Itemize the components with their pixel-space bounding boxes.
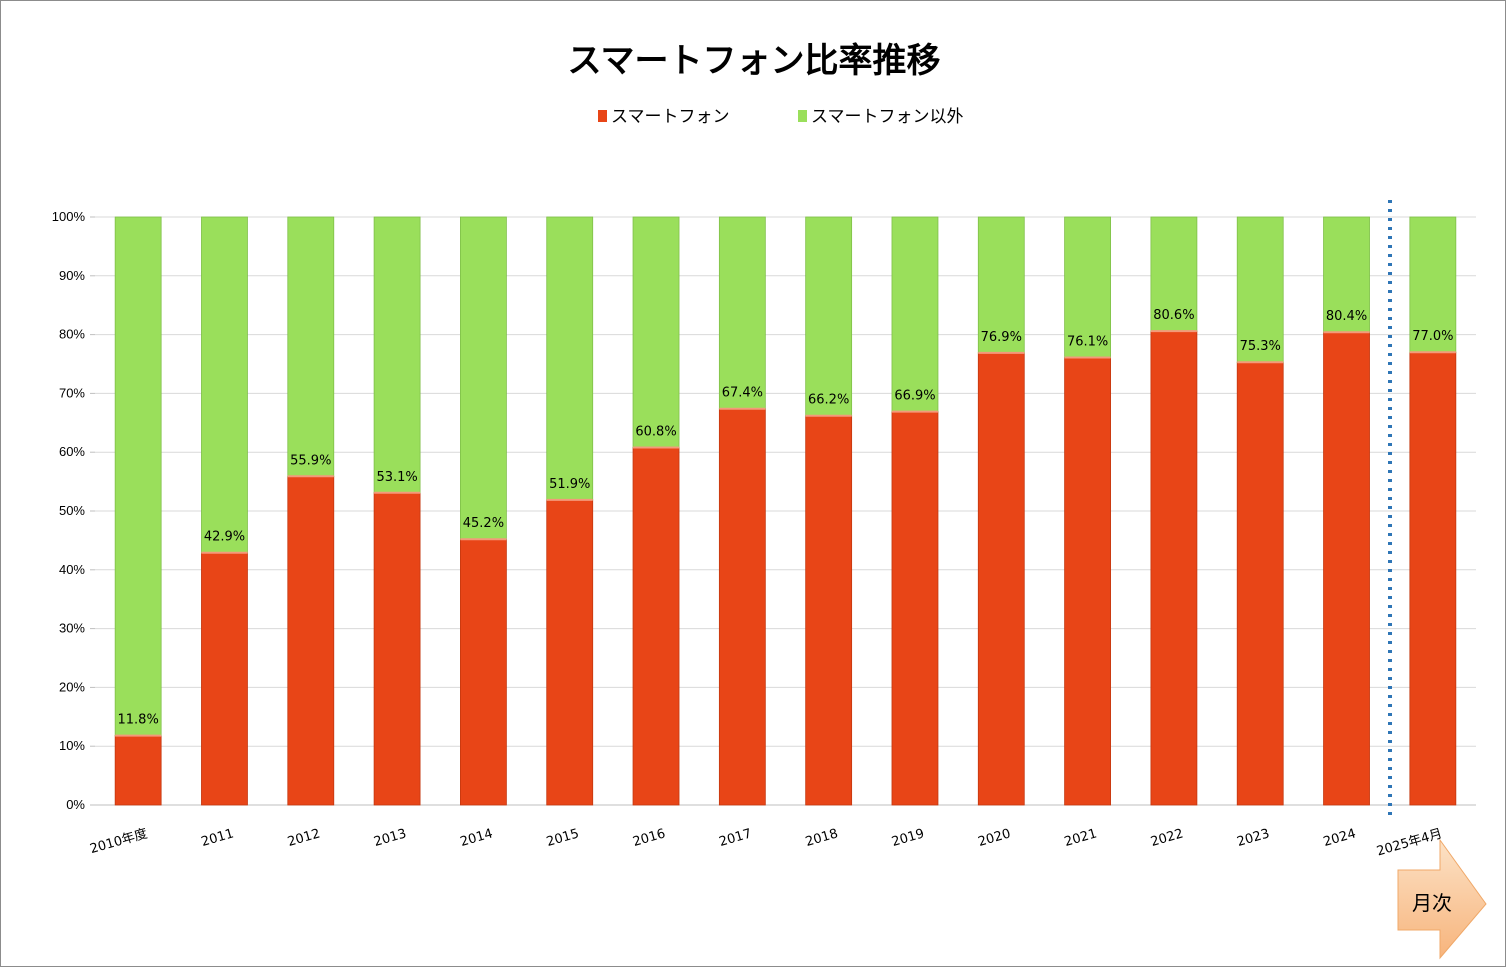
legend-label-non-smartphone: スマートフォン以外 xyxy=(811,107,964,127)
bar-smartphone xyxy=(718,408,766,806)
data-label: 11.8% xyxy=(118,713,159,728)
y-tick-label: 60% xyxy=(59,444,85,459)
bar-non-smartphone xyxy=(1409,216,1457,353)
x-tick-label: 2019 xyxy=(890,826,926,850)
x-tick-label: 2022 xyxy=(1149,826,1185,850)
x-tick-label: 2018 xyxy=(804,826,840,850)
monthly-arrow: 月次 xyxy=(1397,838,1487,960)
data-label: 76.9% xyxy=(981,330,1022,345)
data-label: 45.2% xyxy=(463,516,504,531)
y-tick-label: 70% xyxy=(59,385,85,400)
x-tick-label: 2020 xyxy=(976,826,1012,850)
legend-swatch-non-smartphone xyxy=(798,110,807,122)
legend-swatch-smartphone xyxy=(598,110,607,122)
bar-smartphone xyxy=(1150,330,1198,806)
x-tick-label: 2012 xyxy=(286,826,322,850)
y-tick-label: 10% xyxy=(59,738,85,753)
y-tick-label: 50% xyxy=(59,503,85,518)
bar-non-smartphone xyxy=(1323,216,1370,333)
bar-non-smartphone xyxy=(1064,216,1111,358)
x-tick-label: 2014 xyxy=(459,826,495,850)
x-tick-label: 2021 xyxy=(1063,826,1099,850)
data-label: 66.9% xyxy=(894,389,935,404)
data-label: 77.0% xyxy=(1412,329,1453,344)
bar-smartphone xyxy=(460,538,507,806)
data-label: 67.4% xyxy=(722,386,763,401)
data-label: 42.9% xyxy=(204,530,245,545)
y-tick-label: 0% xyxy=(66,797,85,812)
data-label: 51.9% xyxy=(549,477,590,492)
data-label: 60.8% xyxy=(635,424,676,439)
legend-label-smartphone: スマートフォン xyxy=(611,107,730,127)
y-tick-label: 30% xyxy=(59,621,85,636)
bar-smartphone xyxy=(546,499,594,806)
bar-non-smartphone xyxy=(805,216,853,417)
x-tick-label: 2015 xyxy=(545,826,581,850)
bar-non-smartphone xyxy=(891,216,939,413)
x-tick-label: 2023 xyxy=(1235,826,1271,850)
bar-non-smartphone xyxy=(114,216,162,737)
bar-non-smartphone xyxy=(201,216,248,554)
bar-smartphone xyxy=(1409,351,1457,806)
chart-title: スマートフォン比率推移 xyxy=(568,41,941,81)
x-tick-label: 2010年度 xyxy=(88,825,149,857)
y-tick-label: 90% xyxy=(59,268,85,283)
bar-smartphone xyxy=(1064,357,1111,806)
bar-smartphone xyxy=(1236,361,1284,806)
bars xyxy=(114,216,1457,806)
data-labels: 11.8% 42.9% 55.9% 53.1% 45.2% 51.9% 60.8% 67.4%… xyxy=(118,308,1454,728)
bar-smartphone xyxy=(287,475,335,806)
bar-smartphone xyxy=(114,735,162,806)
bar-smartphone xyxy=(891,411,939,806)
data-label: 55.9% xyxy=(290,453,331,468)
bar-non-smartphone xyxy=(460,216,507,540)
x-tick-label: 2013 xyxy=(372,826,408,850)
bar-smartphone xyxy=(632,447,680,806)
data-label: 80.4% xyxy=(1326,309,1367,324)
x-axis-ticks: 2010年度 2011 2012 2013 2014 2015 2016 2017 2018 20… xyxy=(88,825,1444,859)
bar-smartphone xyxy=(805,415,853,806)
x-tick-label: 2024 xyxy=(1322,826,1358,850)
data-label: 75.3% xyxy=(1240,339,1281,354)
y-tick-label: 100% xyxy=(52,209,86,224)
bar-non-smartphone xyxy=(977,216,1025,354)
x-tick-label: 2016 xyxy=(631,826,667,850)
data-label: 76.1% xyxy=(1067,335,1108,350)
data-label: 80.6% xyxy=(1153,308,1194,323)
bar-non-smartphone xyxy=(632,216,680,448)
data-label: 53.1% xyxy=(376,470,417,485)
bar-non-smartphone xyxy=(718,216,766,410)
bar-non-smartphone xyxy=(1236,216,1284,363)
y-axis-ticks: 0% 10% 20% 30% 40% 50% 60% 70% 80% 90% 100% xyxy=(52,209,86,812)
bar-smartphone xyxy=(201,552,248,806)
legend: スマートフォン スマートフォン以外 xyxy=(598,107,964,127)
y-tick-label: 20% xyxy=(59,679,85,694)
bar-smartphone xyxy=(373,492,421,806)
y-tick-label: 80% xyxy=(59,327,85,342)
bar-non-smartphone xyxy=(546,216,594,501)
x-tick-label: 2025年4月 xyxy=(1375,826,1444,859)
bar-non-smartphone xyxy=(287,216,335,477)
y-tick-label: 40% xyxy=(59,562,85,577)
x-tick-label: 2017 xyxy=(718,826,754,850)
monthly-arrow-label: 月次 xyxy=(1412,891,1452,915)
bar-non-smartphone xyxy=(373,216,421,494)
bar-smartphone xyxy=(977,352,1025,806)
x-tick-label: 2011 xyxy=(200,826,236,850)
data-label: 66.2% xyxy=(808,393,849,408)
right-arrow-icon xyxy=(1397,838,1487,960)
bar-smartphone xyxy=(1323,331,1370,806)
